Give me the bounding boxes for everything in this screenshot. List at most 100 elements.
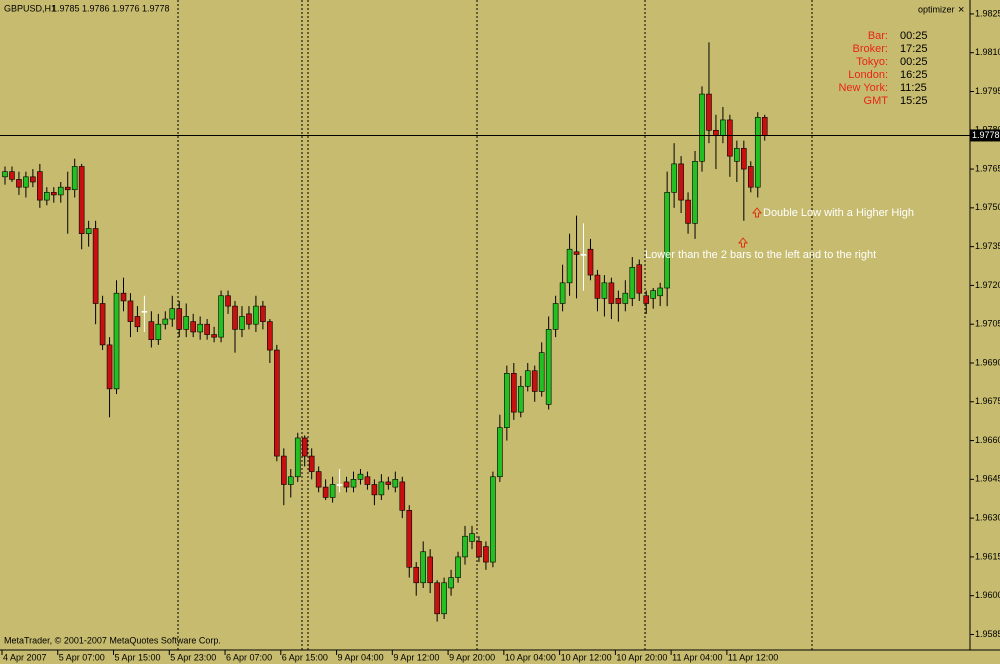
y-tick-label: 1.9615 [975,551,1000,561]
candle-body [559,282,566,304]
candle-body [517,385,524,413]
clock-time: 16:25 [900,69,928,81]
copyright: MetaTrader, © 2001-2007 MetaQuotes Softw… [4,635,221,645]
candle-body [587,248,594,276]
x-tick-label: 11 Apr 12:00 [728,652,778,662]
candle-body [566,248,573,284]
candle-body [350,479,357,488]
clock-label: Broker: [853,43,888,55]
clock-label: Bar: [868,30,888,42]
clock-time: 00:25 [900,30,928,42]
candle-body [657,287,663,297]
candles [2,42,768,622]
candle-body [427,556,433,584]
candle-body [615,298,622,304]
candle-body [267,321,273,351]
candle-body [720,119,726,136]
candle-body [483,546,489,563]
candle-body [685,199,691,224]
annotation: Double Low with a Higher High [763,207,914,219]
candle-body [455,556,461,578]
candle-body [671,163,677,193]
candle-body [734,148,740,162]
candle-body [545,329,552,405]
y-tick-label: 1.9600 [975,590,1000,600]
candle-body [176,308,183,330]
candle-body [629,267,636,299]
y-tick-label: 1.9585 [975,629,1000,639]
candle-body [413,566,420,584]
y-tick-label: 1.9630 [975,513,1000,523]
candle-body [497,427,503,478]
candle-body [127,300,134,322]
y-tick-label: 1.9810 [975,47,1000,57]
candle-body [315,471,322,488]
candle-body [399,481,406,511]
candle-body [44,192,50,201]
candle-body [85,228,92,235]
period-separators [177,0,813,650]
candle-body [761,117,768,136]
candle-body [183,316,190,330]
candle-body [643,295,650,304]
y-tick-label: 1.9750 [975,202,1000,212]
header-price: 1.9786 [82,3,110,13]
clock-label: London: [848,69,888,81]
candle-body [120,292,127,302]
candle-body [190,321,196,333]
y-tick-label: 1.9720 [975,280,1000,290]
header-price: 1.9785 [52,3,80,13]
candle-body [64,186,71,191]
candle-body [524,370,531,387]
y-tick-label: 1.9660 [975,435,1000,445]
x-tick-label: 5 Apr 23:00 [170,652,216,662]
candle-body [580,254,587,256]
candle-body [274,349,280,457]
y-tick-label: 1.9735 [975,241,1000,251]
x-tick-label: 6 Apr 07:00 [226,652,272,662]
candle-body [378,481,385,496]
candle-body [246,313,252,325]
candle-body [78,166,85,235]
candle-body [511,373,517,413]
candle-body [469,533,475,542]
candle-body [92,228,99,304]
candle-body [441,582,447,615]
candle-body [287,476,294,485]
symbol-header: GBPUSD,H1 [4,3,56,13]
header-price: 1.9776 [112,3,140,13]
candle-body [211,334,217,338]
candle-body [664,192,670,289]
candle-body [622,292,629,304]
y-tick-label: 1.9705 [975,319,1000,329]
clock-time: 00:25 [900,56,928,68]
expert-name: optimizer [918,4,955,14]
candle-body [23,176,29,188]
candle-body [253,305,259,325]
candle-body [448,577,454,589]
candle-body [650,290,657,299]
candle-body [594,274,601,299]
candle-body [406,510,413,568]
candle-body [692,161,698,224]
close-button[interactable]: × [958,4,964,16]
candle-body [169,308,176,320]
x-tick-label: 5 Apr 15:00 [115,652,161,662]
clock-label: GMT [864,95,889,107]
y-tick-label: 1.9795 [975,86,1000,96]
candle-body [301,437,308,457]
candle-body [2,171,8,178]
candle-body [141,310,148,313]
candle-body [162,318,169,325]
y-tick-label: 1.9690 [975,357,1000,367]
y-tick-label: 1.9765 [975,163,1000,173]
candle-body [50,192,57,196]
candle-body [218,295,224,338]
candle-body [741,148,747,170]
candle-body [531,370,538,392]
candle-body [573,251,580,255]
y-tick-label: 1.9675 [975,396,1000,406]
candle-body [343,481,350,488]
candle-body [99,303,106,346]
